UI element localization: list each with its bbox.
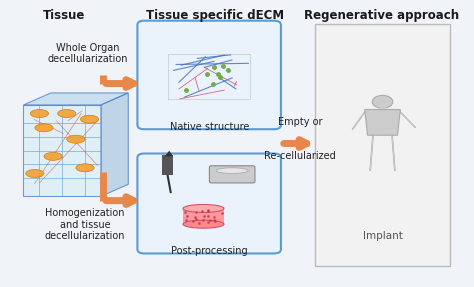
Polygon shape [24, 105, 101, 196]
FancyBboxPatch shape [137, 154, 281, 253]
Text: Regenerative approach: Regenerative approach [304, 9, 459, 22]
Text: Whole Organ
decellularization: Whole Organ decellularization [47, 43, 128, 64]
Circle shape [372, 95, 393, 108]
Ellipse shape [35, 124, 53, 132]
Text: Post-processing: Post-processing [171, 246, 248, 256]
FancyBboxPatch shape [137, 21, 281, 129]
Bar [162, 155, 173, 175]
FancyBboxPatch shape [315, 24, 449, 266]
Ellipse shape [76, 164, 94, 172]
Text: Implant: Implant [363, 231, 402, 241]
Polygon shape [165, 151, 173, 156]
Polygon shape [365, 110, 401, 135]
Bar [380, 102, 385, 110]
Text: Empty or: Empty or [278, 117, 322, 127]
Ellipse shape [67, 135, 85, 143]
Text: Tissue: Tissue [43, 9, 86, 22]
Text: Homogenization
and tissue
decellularization: Homogenization and tissue decellularizat… [45, 208, 125, 241]
Ellipse shape [26, 170, 44, 177]
Bar [183, 208, 224, 224]
Text: Native structure: Native structure [170, 122, 249, 132]
Ellipse shape [44, 152, 62, 160]
Text: Tissue specific dECM: Tissue specific dECM [146, 9, 284, 22]
Ellipse shape [183, 220, 224, 228]
Text: Re-cellularized: Re-cellularized [264, 151, 336, 161]
Ellipse shape [216, 168, 248, 173]
Ellipse shape [183, 204, 224, 212]
Ellipse shape [30, 110, 48, 117]
FancyBboxPatch shape [210, 166, 255, 183]
Ellipse shape [81, 115, 99, 123]
Polygon shape [24, 93, 128, 105]
Ellipse shape [58, 110, 76, 117]
Polygon shape [101, 93, 128, 196]
